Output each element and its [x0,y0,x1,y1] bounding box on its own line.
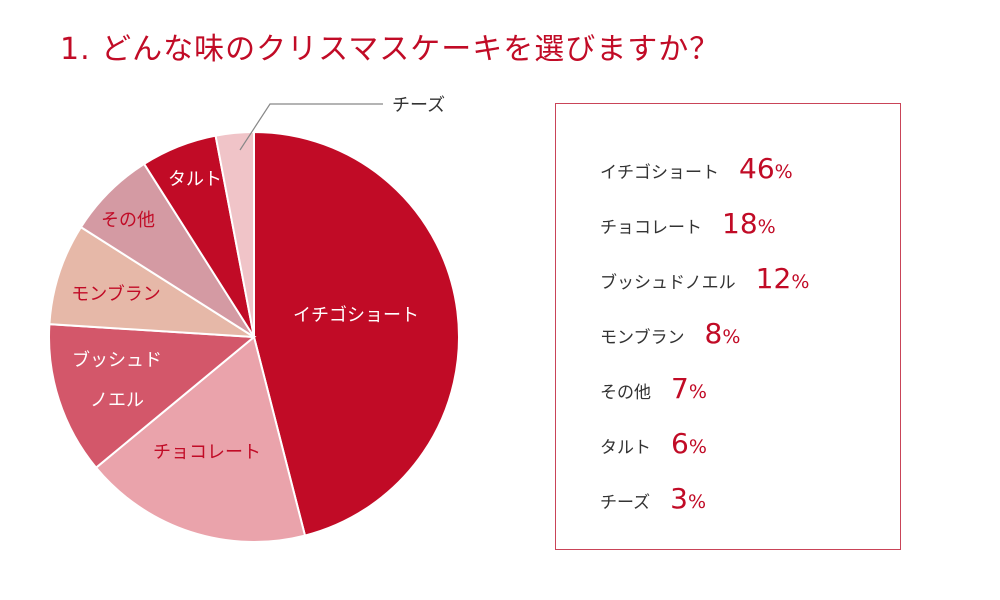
legend-label: その他 [600,383,651,403]
legend-percent-sign: % [791,271,810,293]
pie-label-1: チョコレート [153,442,261,463]
legend-label: タルト [600,438,651,458]
legend-box: イチゴショート 46% チョコレート 18% ブッシュドノエル 12% モンブラン 8% その他… [555,103,901,550]
legend-percent-sign: % [757,216,776,238]
pie-slice-2 [48,323,257,470]
pie-slice-1 [94,335,307,543]
pie-label-5: タルト [168,169,222,190]
legend-row: イチゴショート 46% [600,152,793,185]
legend-value: 6 [671,427,689,460]
legend-percent-sign: % [774,161,793,183]
legend-row: チーズ 3% [600,482,706,515]
legend-percent-sign: % [687,491,707,513]
legend-label: チーズ [600,493,651,513]
legend-row: ブッシュドノエル 12% [600,262,809,295]
legend-value: 7 [671,372,689,405]
legend-percent-sign: % [688,381,707,403]
pie-slice-0 [253,130,460,537]
legend-row: タルト 6% [600,427,707,460]
legend-percent-sign: % [688,436,707,458]
legend-value: 3 [670,482,688,515]
legend-value: 46 [739,152,775,185]
legend-value: 18 [722,207,758,240]
pie-label-3: モンブラン [71,283,160,305]
legend-value: 8 [704,317,723,350]
pie-label-0: イチゴショート [293,305,419,326]
pie-slice-6 [214,130,255,338]
pie-label-4: その他 [101,210,155,231]
legend-label: ブッシュドノエル [600,273,736,293]
legend-label: チョコレート [600,218,702,238]
legend-value: 12 [755,262,792,295]
legend-percent-sign: % [722,326,741,348]
pie-slice-3 [48,225,255,338]
pie-label-6: チーズ [392,95,445,116]
legend-row: モンブラン 8% [600,317,740,350]
leader-line [239,103,383,151]
legend-label: モンブラン [600,328,685,348]
chart-title: 1. どんな味のクリスマスケーキを選びますか？ [60,32,721,67]
legend-label: イチゴショート [600,163,719,183]
pie-label-2: ブッシュドノエル [72,349,162,411]
legend-row: その他 7% [600,372,707,405]
legend-row: チョコレート 18% [600,207,776,240]
